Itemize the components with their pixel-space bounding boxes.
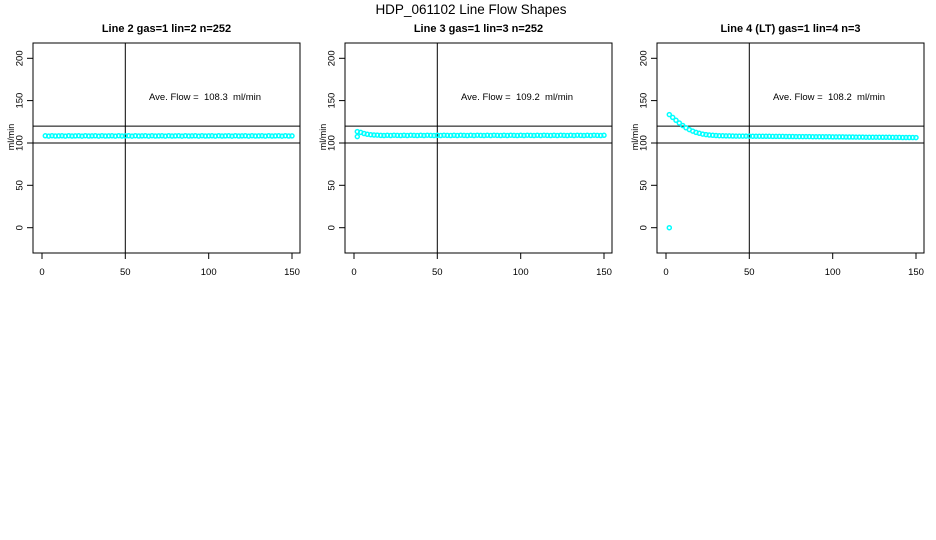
data-point: [676, 120, 683, 126]
ave-flow-annotation: Ave. Flow = 109.2 ml/min: [461, 92, 573, 103]
plot-area: 0 50 100 150 200 0 50 100 150: [15, 42, 301, 278]
y-tick-label: 0: [639, 225, 650, 230]
plot-area: 0 50 100 150 200 0 50 100 150: [327, 42, 613, 278]
x-tick-label: 150: [284, 267, 300, 278]
data-point: [601, 132, 607, 139]
y-tick-label: 100: [15, 135, 26, 151]
y-tick-label: 0: [327, 225, 338, 230]
plot-box: [344, 42, 613, 254]
x-tick-label: 0: [39, 267, 44, 278]
x-tick-label: 100: [201, 267, 217, 278]
y-tick-label: 150: [639, 93, 650, 109]
data-point: [354, 133, 361, 140]
ave-flow-annotation: Ave. Flow = 108.3 ml/min: [149, 92, 261, 103]
y-tick-label: 100: [327, 135, 338, 151]
x-tick-label: 50: [120, 267, 131, 278]
x-tick-label: 100: [513, 267, 529, 278]
y-tick-label: 50: [15, 180, 26, 191]
panel-title: Line 4 (LT) gas=1 lin=4 n=3: [720, 23, 860, 35]
panel-title: Line 2 gas=1 lin=2 n=252: [102, 23, 231, 35]
panel-line-3: Line 3 gas=1 lin=3 n=252 ml/min Ave. Flo…: [318, 23, 613, 278]
x-tick-label: 0: [351, 267, 356, 278]
x-tick-label: 0: [663, 267, 668, 278]
x-tick-label: 50: [432, 267, 443, 278]
x-tick-label: 100: [825, 267, 841, 278]
y-tick-label: 100: [639, 135, 650, 151]
x-tick-label: 150: [908, 267, 924, 278]
y-tick-label: 200: [327, 50, 338, 66]
x-tick-label: 150: [596, 267, 612, 278]
y-tick-label: 150: [327, 93, 338, 109]
y-tick-label: 200: [15, 50, 26, 66]
data-point: [666, 111, 673, 118]
y-tick-label: 50: [327, 180, 338, 191]
plot-area: 0 50 100 150 200 0 50 100 150: [639, 42, 925, 278]
figure-title: HDP_061102 Line Flow Shapes: [375, 2, 566, 17]
data-point: [913, 134, 919, 141]
y-axis-label: ml/min: [318, 124, 328, 151]
plot-box: [656, 42, 925, 254]
x-tick-label: 50: [744, 267, 755, 278]
y-axis-label: ml/min: [630, 124, 640, 151]
data-point: [669, 114, 676, 121]
y-tick-label: 0: [15, 225, 26, 230]
y-tick-label: 200: [639, 50, 650, 66]
data-point: [673, 117, 679, 124]
data-point: [666, 224, 673, 231]
panel-line-2: Line 2 gas=1 lin=2 n=252 ml/min Ave. Flo…: [6, 23, 301, 278]
y-axis-label: ml/min: [6, 124, 16, 151]
panel-title: Line 3 gas=1 lin=3 n=252: [414, 23, 543, 35]
plot-box: [32, 42, 301, 254]
panel-line-4: Line 4 (LT) gas=1 lin=4 n=3 ml/min Ave. …: [630, 23, 925, 278]
data-point: [289, 133, 295, 139]
y-tick-label: 150: [15, 93, 26, 109]
ave-flow-annotation: Ave. Flow = 108.2 ml/min: [773, 92, 885, 103]
y-tick-label: 50: [639, 180, 650, 191]
